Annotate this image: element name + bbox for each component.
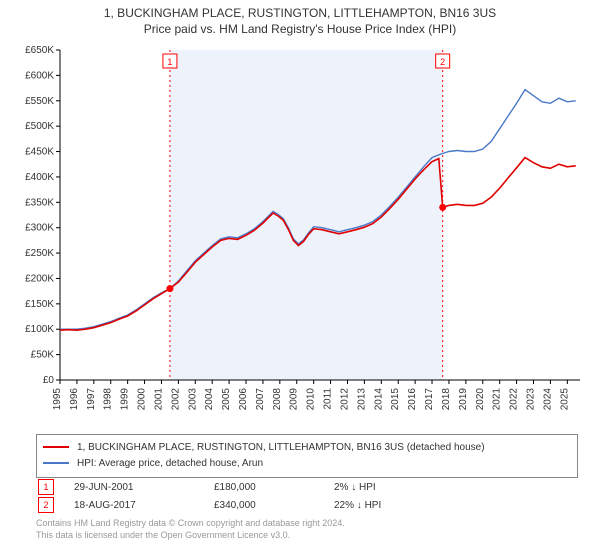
sale-marker-1: 1 [38, 479, 54, 495]
svg-text:2003: 2003 [187, 388, 198, 411]
svg-text:2012: 2012 [339, 388, 350, 411]
svg-text:1998: 1998 [103, 388, 114, 411]
svg-text:2001: 2001 [153, 388, 164, 411]
svg-text:2022: 2022 [509, 388, 520, 411]
svg-text:2: 2 [440, 57, 445, 67]
svg-text:£0: £0 [43, 375, 55, 386]
chart-area: £0 £50K £100K £150K £200K £250K £300K £350K £400… [0, 44, 600, 424]
legend-row-subject: 1, BUCKINGHAM PLACE, RUSTINGTON, LITTLEH… [43, 439, 571, 455]
sale-price: £180,000 [214, 482, 334, 493]
svg-text:2025: 2025 [559, 388, 570, 411]
svg-text:£550K: £550K [25, 96, 54, 107]
svg-text:2014: 2014 [373, 388, 384, 411]
legend-row-hpi: HPI: Average price, detached house, Arun [43, 455, 571, 471]
sale-price: £340,000 [214, 500, 334, 511]
svg-text:1995: 1995 [52, 388, 63, 411]
title-subtitle: Price paid vs. HM Land Registry's House … [0, 22, 600, 36]
svg-text:2016: 2016 [407, 388, 418, 411]
titles: 1, BUCKINGHAM PLACE, RUSTINGTON, LITTLEH… [0, 0, 600, 36]
sale-date: 18-AUG-2017 [74, 500, 214, 511]
svg-text:£350K: £350K [25, 197, 54, 208]
svg-text:1999: 1999 [120, 388, 131, 411]
svg-text:£400K: £400K [25, 172, 54, 183]
svg-text:2019: 2019 [458, 388, 469, 411]
sale-date: 29-JUN-2001 [74, 482, 214, 493]
footer-line1: Contains HM Land Registry data © Crown c… [36, 518, 564, 530]
svg-text:£150K: £150K [25, 299, 54, 310]
svg-text:2008: 2008 [272, 388, 283, 411]
svg-text:2009: 2009 [289, 388, 300, 411]
svg-text:2024: 2024 [542, 388, 553, 411]
svg-text:£600K: £600K [25, 70, 54, 81]
chart-container: 1, BUCKINGHAM PLACE, RUSTINGTON, LITTLEH… [0, 0, 600, 560]
legend-box: 1, BUCKINGHAM PLACE, RUSTINGTON, LITTLEH… [36, 434, 578, 478]
svg-text:£450K: £450K [25, 147, 54, 158]
svg-text:1: 1 [167, 57, 172, 67]
svg-text:2006: 2006 [238, 388, 249, 411]
svg-text:£250K: £250K [25, 248, 54, 259]
legend-label-subject: 1, BUCKINGHAM PLACE, RUSTINGTON, LITTLEH… [77, 442, 485, 453]
svg-text:2000: 2000 [137, 388, 148, 411]
svg-text:2015: 2015 [390, 388, 401, 411]
svg-text:2018: 2018 [441, 388, 452, 411]
chart-svg: £0 £50K £100K £150K £200K £250K £300K £350K £400… [0, 44, 600, 424]
svg-text:2013: 2013 [356, 388, 367, 411]
svg-text:2023: 2023 [525, 388, 536, 411]
svg-text:2004: 2004 [204, 388, 215, 411]
svg-text:£650K: £650K [25, 45, 54, 56]
title-address: 1, BUCKINGHAM PLACE, RUSTINGTON, LITTLEH… [0, 6, 600, 20]
sales-row: 1 29-JUN-2001 £180,000 2% ↓ HPI [36, 478, 564, 496]
svg-text:1997: 1997 [86, 388, 97, 411]
svg-text:2011: 2011 [323, 388, 334, 410]
legend-swatch-subject [43, 446, 69, 448]
legend-swatch-hpi [43, 462, 69, 464]
svg-text:£300K: £300K [25, 223, 54, 234]
svg-text:£100K: £100K [25, 324, 54, 335]
legend-label-hpi: HPI: Average price, detached house, Arun [77, 458, 263, 469]
svg-text:2002: 2002 [170, 388, 181, 411]
svg-text:2017: 2017 [424, 388, 435, 411]
svg-text:1996: 1996 [69, 388, 80, 411]
sale-marker-2: 2 [38, 497, 54, 513]
svg-text:2010: 2010 [306, 388, 317, 411]
sales-row: 2 18-AUG-2017 £340,000 22% ↓ HPI [36, 496, 564, 514]
sale-diff: 2% ↓ HPI [334, 482, 454, 493]
svg-text:2021: 2021 [492, 388, 503, 411]
sale-diff: 22% ↓ HPI [334, 500, 454, 511]
svg-text:2020: 2020 [475, 388, 486, 411]
svg-text:2007: 2007 [255, 388, 266, 411]
footer-line2: This data is licensed under the Open Gov… [36, 530, 564, 542]
svg-text:2005: 2005 [221, 388, 232, 411]
sales-table: 1 29-JUN-2001 £180,000 2% ↓ HPI 2 18-AUG… [36, 478, 564, 514]
svg-text:£200K: £200K [25, 273, 54, 284]
svg-text:£500K: £500K [25, 121, 54, 132]
svg-text:£50K: £50K [31, 350, 55, 361]
footer: Contains HM Land Registry data © Crown c… [36, 518, 564, 541]
